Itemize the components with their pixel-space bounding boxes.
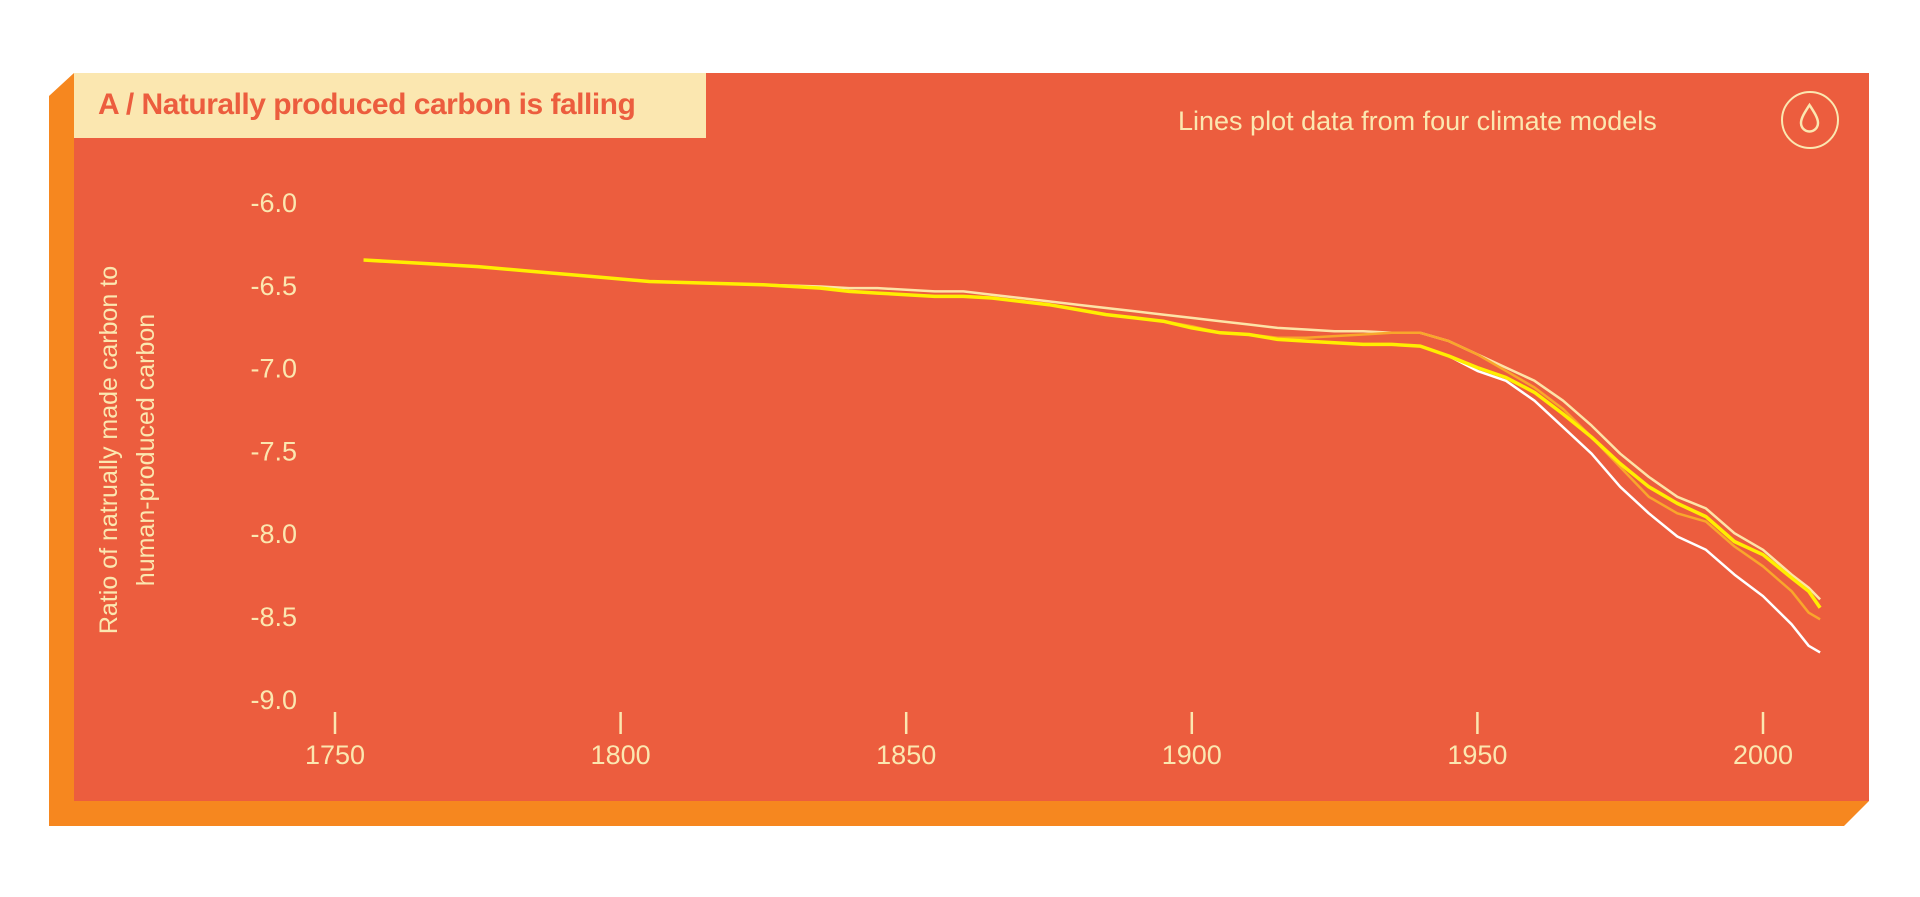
panel-depth-left [49,96,74,826]
y-tick-label: -6.0 [250,188,297,218]
x-ticks: 1750 1800 1850 1900 1950 2000 [305,712,1793,770]
y-ticks: -6.0 -6.5 -7.0 -7.5 -8.0 -8.5 -9.0 [250,188,297,715]
panel-depth-bottom-corner [1844,801,1869,826]
series-lines [363,258,1822,654]
y-tick-label: -6.5 [250,271,297,301]
water-drop-icon [1781,91,1839,149]
x-tick-label: 1900 [1162,740,1222,770]
series-line-4 [363,258,1822,609]
y-tick-label: -8.5 [250,602,297,632]
y-tick-label: -7.0 [250,354,297,384]
y-tick-label: -9.0 [250,685,297,715]
chart-panel [74,73,1869,801]
series-line-3 [363,258,1821,621]
x-tick-label: 1850 [876,740,936,770]
x-tick-label: 1950 [1447,740,1507,770]
chart-title: A / Naturally produced carbon is falling [98,88,636,121]
y-tick-label: -8.0 [250,519,297,549]
x-tick-label: 1800 [591,740,651,770]
x-tick-label: 2000 [1733,740,1793,770]
y-tick-label: -7.5 [250,436,297,466]
chart-subtitle: Lines plot data from four climate models [1178,106,1657,136]
title-box [74,73,706,138]
series-line-1 [363,258,1821,654]
panel-depth-bottom [49,801,1844,826]
panel-depth-corner [49,73,74,96]
x-tick-label: 1750 [305,740,365,770]
